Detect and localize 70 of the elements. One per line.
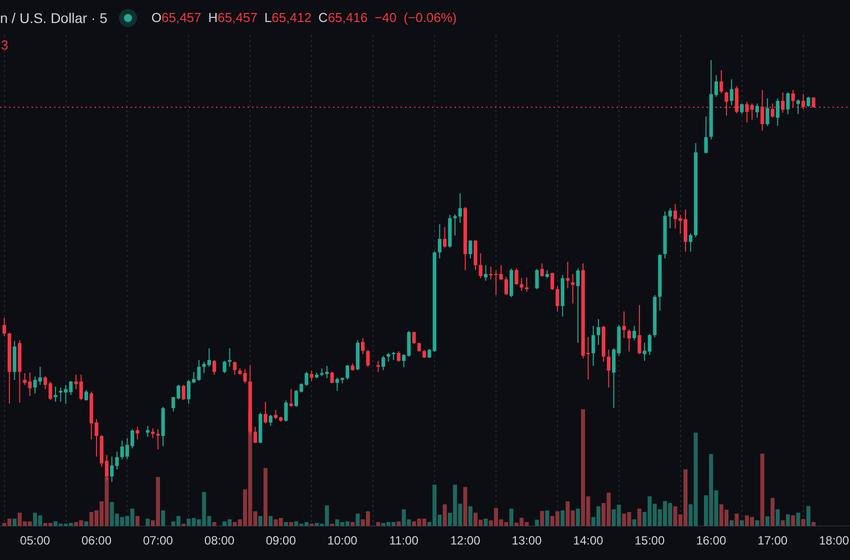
bar	[12, 518, 17, 526]
bar	[740, 520, 744, 526]
bar	[730, 520, 734, 526]
bar	[284, 522, 288, 526]
bar	[289, 522, 294, 526]
x-tick-label: 09:00	[266, 534, 296, 548]
bar	[786, 514, 790, 526]
bar	[212, 522, 216, 526]
bar	[780, 520, 785, 526]
x-tick-label: 16:00	[696, 534, 726, 548]
bar	[146, 518, 150, 526]
bar	[463, 487, 468, 526]
bar	[258, 516, 262, 526]
bar	[791, 515, 796, 526]
x-tick-label: 10:00	[327, 534, 358, 548]
bar	[770, 498, 775, 526]
bar	[545, 510, 550, 526]
bar	[632, 519, 636, 526]
x-tick-label: 14:00	[573, 534, 604, 548]
x-tick-label: 18:00	[819, 534, 850, 548]
x-tick-label: 12:00	[450, 534, 481, 548]
candlestick	[704, 116, 708, 154]
x-tick-label: 15:00	[634, 534, 665, 548]
x-tick-label: 11:00	[389, 534, 419, 548]
x-tick-label: 07:00	[142, 534, 174, 548]
bar	[806, 506, 810, 526]
bar	[376, 522, 380, 526]
bar	[637, 508, 642, 526]
bar	[534, 520, 539, 526]
candlestick	[622, 311, 626, 338]
bar	[576, 508, 580, 526]
bar	[796, 512, 800, 526]
bar	[350, 522, 355, 526]
bar	[135, 516, 140, 526]
bar	[776, 509, 780, 526]
bar	[396, 521, 401, 526]
bar	[161, 510, 166, 526]
x-tick-label: 08:00	[204, 534, 235, 548]
bar	[84, 521, 88, 526]
bar	[264, 468, 268, 526]
bar	[509, 508, 514, 526]
candlestick	[156, 429, 160, 450]
bar	[484, 518, 488, 526]
bar	[560, 510, 565, 526]
bar	[765, 516, 770, 526]
bar	[801, 518, 806, 526]
bar	[734, 514, 739, 526]
candlestick	[264, 402, 268, 424]
candlestick	[136, 426, 140, 440]
bar	[268, 516, 273, 526]
candlestick	[571, 274, 575, 304]
text: 3	[1, 38, 8, 53]
bar	[442, 504, 447, 526]
candlestick	[566, 262, 570, 288]
text: O65,457 H65,457 L65,412 C65,416 −40 (−0.06%)	[151, 10, 457, 25]
bar	[540, 510, 544, 526]
bar	[356, 514, 360, 526]
candlestick	[54, 386, 58, 402]
bar	[812, 522, 816, 526]
x-tick-label: 05:00	[20, 534, 50, 548]
chart-title: n / U.S. Dollar · 5	[0, 9, 108, 27]
candlestick	[376, 360, 380, 372]
x-tick-label: 06:00	[81, 534, 112, 548]
bar	[760, 454, 764, 526]
x-tick-label: 17:00	[758, 534, 788, 548]
candlestick	[228, 348, 232, 367]
x-tick-label: 13:00	[512, 534, 542, 548]
bar	[755, 520, 760, 526]
candlestick	[289, 389, 293, 407]
bar	[468, 506, 472, 526]
